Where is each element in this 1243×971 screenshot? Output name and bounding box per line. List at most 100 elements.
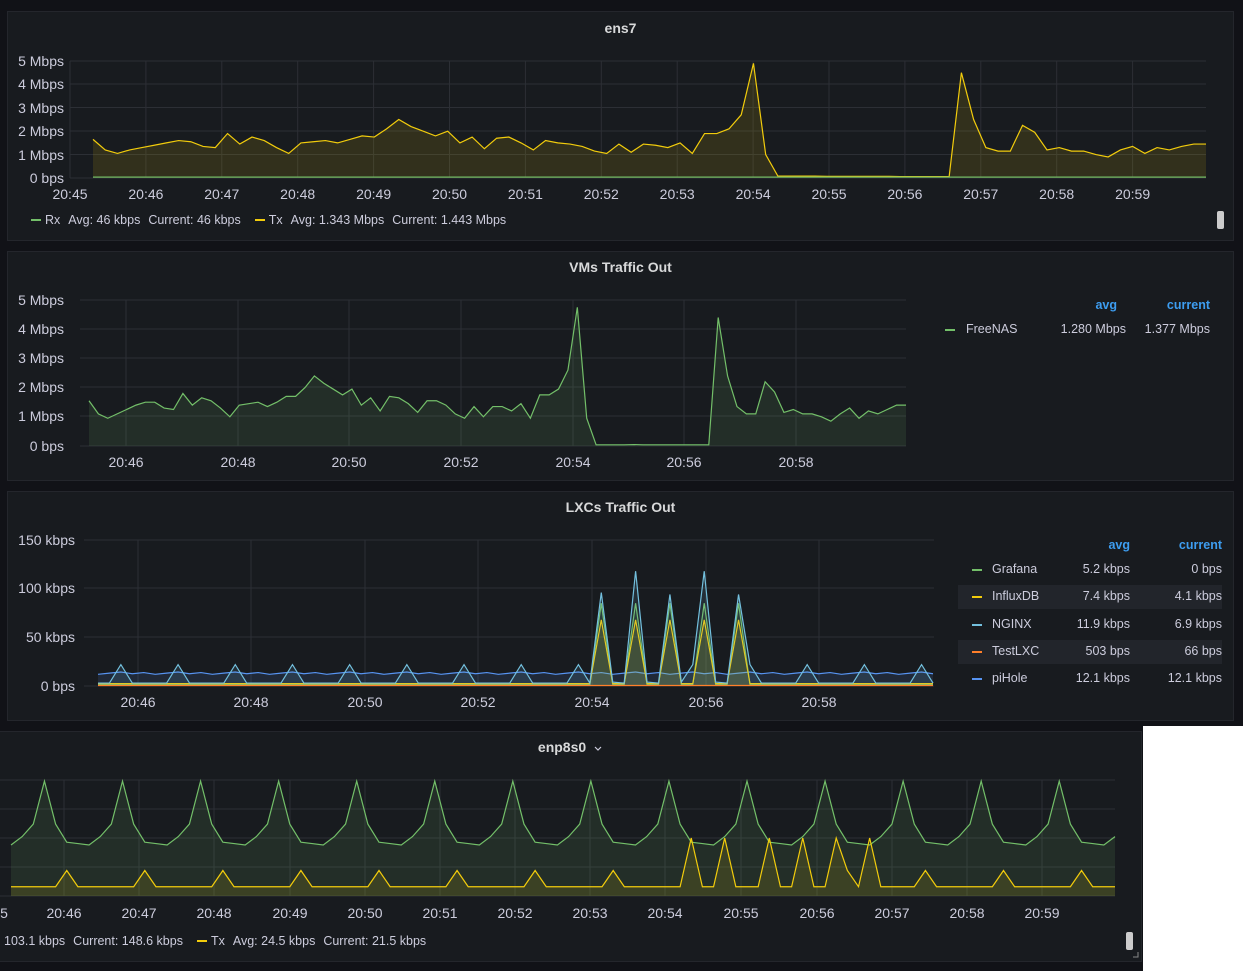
grid — [0, 779, 1115, 897]
nginx-series-area — [98, 571, 933, 686]
panel-ens7: ens7 5 Mbps 4 Mbps 3 Mbps 2 Mbps 1 Mbps 0 bps… — [7, 11, 1234, 241]
y-tick-label: 0 bps — [29, 170, 64, 186]
grafana-series-line — [98, 603, 933, 686]
panel-title[interactable]: enp8s0 — [0, 739, 1141, 755]
legend-scrollbar[interactable] — [1126, 932, 1133, 950]
legend-header-avg[interactable]: avg — [1095, 298, 1117, 312]
series-marker — [972, 596, 982, 599]
x-tick-label: 20:59 — [1115, 186, 1151, 202]
x-tick-label: 20:50 — [347, 694, 383, 710]
panel-vms-traffic-out: VMs Traffic Out 5 Mbps 4 Mbps 3 Mbps 2 Mbps… — [7, 251, 1234, 481]
panel-title-text: enp8s0 — [537, 739, 587, 755]
legend-header-avg[interactable]: avg — [1108, 538, 1130, 552]
legend-name: Grafana — [992, 562, 1038, 576]
y-tick-label: 4 Mbps — [18, 76, 64, 92]
grid — [69, 60, 1206, 179]
x-tick-label: 20:52 — [497, 905, 533, 921]
legend-avg: 12.1 kbps — [1075, 671, 1130, 686]
legend-scrollbar[interactable] — [1217, 211, 1224, 229]
series-marker — [972, 678, 982, 681]
x-tick-label: 20:54 — [735, 186, 771, 202]
y-tick-label: 1 Mbps — [18, 408, 64, 424]
x-tick-label: 20:54 — [555, 454, 591, 470]
x-tick-label: 20:55 — [723, 905, 759, 921]
vms-graph[interactable] — [8, 252, 908, 482]
y-tick-label: 0 bps — [40, 678, 75, 694]
y-tick-label: 100 kbps — [18, 580, 75, 596]
grid — [84, 539, 934, 687]
legend-avg: 7.4 kbps — [1082, 589, 1130, 604]
series-marker — [972, 569, 982, 571]
tx-series-line — [11, 835, 1115, 889]
pihole-series-line — [97, 671, 934, 675]
x-tick-label: 20:47 — [204, 186, 240, 202]
legend-tx-current: Current: 21.5 kbps — [323, 934, 427, 948]
legend-name: piHole — [992, 671, 1028, 686]
rx-series-line — [10, 778, 1116, 846]
y-tick-label: 5 Mbps — [18, 292, 64, 308]
x-tick-label: 20:49 — [272, 905, 308, 921]
legend-rx-current: Current: 148.6 kbps — [73, 934, 183, 948]
legend-tx-name[interactable]: Tx — [210, 934, 225, 948]
tx-series-area — [93, 63, 1206, 179]
y-tick-label: 150 kbps — [18, 532, 75, 548]
legend-row-testlxc[interactable]: TestLXC 503 bps 66 bps — [958, 639, 1222, 664]
resize-handle-icon[interactable] — [1133, 952, 1139, 958]
series-marker — [972, 650, 982, 653]
legend-tx-name[interactable]: Tx — [268, 213, 283, 227]
enp8s0-graph[interactable] — [0, 732, 1119, 962]
chevron-down-icon[interactable] — [594, 739, 602, 755]
x-tick-label: 20:56 — [799, 905, 835, 921]
x-tick-label: 20:53 — [659, 186, 695, 202]
legend-tx-avg: Avg: 1.343 Mbps — [290, 213, 385, 227]
panel-title[interactable]: ens7 — [604, 20, 637, 36]
panel-enp8s0: enp8s0 5 20:46 20:47 20:48 20:49 20:50 20:51 20… — [0, 731, 1142, 962]
y-tick-label: 3 Mbps — [18, 99, 64, 116]
legend-row-influxdb[interactable]: InfluxDB 7.4 kbps 4.1 kbps — [958, 585, 1222, 610]
x-tick-label: 20:46 — [108, 454, 144, 470]
legend: Rx Avg: 46 kbps Current: 46 kbps Tx Avg:… — [31, 213, 510, 227]
legend-table: avg current Grafana 5.2 kbps 0 bps InfluxDB… — [958, 538, 1222, 698]
tx-series-marker — [196, 940, 207, 942]
y-tick-label: 3 Mbps — [18, 350, 64, 366]
x-tick-label: 20:51 — [507, 186, 543, 202]
x-tick-label: 20:58 — [1039, 186, 1075, 202]
legend-avg: 11.9 kbps — [1076, 616, 1130, 631]
ens7-graph[interactable] — [8, 12, 1235, 242]
legend-avg: 5.2 kbps — [1082, 562, 1130, 576]
legend-current: 6.9 kbps — [1174, 616, 1222, 631]
x-tick-label: 20:49 — [356, 186, 392, 202]
legend-table: avg current FreeNAS 1.280 Mbps 1.377 Mbp… — [938, 298, 1218, 338]
legend-tx-current: Current: 1.443 Mbps — [392, 213, 507, 227]
freenas-series-area — [89, 307, 906, 446]
legend-rx-current: Current: 46 kbps — [148, 213, 241, 227]
freenas-series-line — [88, 307, 906, 446]
x-tick-label: 20:52 — [583, 186, 619, 202]
legend-current: 12.1 kbps — [1167, 671, 1222, 686]
panel-title[interactable]: LXCs Traffic Out — [565, 499, 676, 515]
x-tick-label: 20:58 — [949, 905, 985, 921]
x-tick-label: 20:56 — [688, 694, 724, 710]
lxcs-graph[interactable] — [8, 492, 938, 722]
legend-row-grafana[interactable]: Grafana 5.2 kbps 0 bps — [958, 558, 1222, 582]
x-tick-label: 20:54 — [647, 905, 683, 921]
legend-header-current[interactable]: current — [1166, 298, 1210, 312]
panel-lxcs-traffic-out: LXCs Traffic Out 150 kbps 100 kbps 50 kbps… — [7, 491, 1234, 721]
y-tick-label: 50 kbps — [25, 629, 75, 645]
rx-series-area — [11, 781, 1115, 896]
legend-rx-name[interactable]: Rx — [45, 213, 61, 227]
x-tick-label: 20:47 — [121, 905, 157, 921]
legend-name: TestLXC — [992, 643, 1040, 658]
legend-row-nginx[interactable]: NGINX 11.9 kbps 6.9 kbps — [958, 613, 1222, 637]
tx-series-line — [92, 63, 1206, 178]
legend-avg: 503 bps — [1085, 643, 1130, 658]
legend-row-pihole[interactable]: piHole 12.1 kbps 12.1 kbps — [958, 667, 1222, 691]
legend-header-current[interactable]: current — [1178, 538, 1222, 552]
series-marker — [972, 623, 982, 626]
x-tick-label: 20:58 — [778, 454, 814, 470]
x-tick-label: 5 — [0, 905, 8, 921]
panel-title[interactable]: VMs Traffic Out — [569, 259, 672, 275]
legend-rx-avg: Avg: 46 kbps — [68, 213, 141, 227]
legend: 103.1 kbps Current: 148.6 kbps Tx Avg: 2… — [4, 934, 430, 948]
nginx-series-line — [98, 571, 934, 685]
